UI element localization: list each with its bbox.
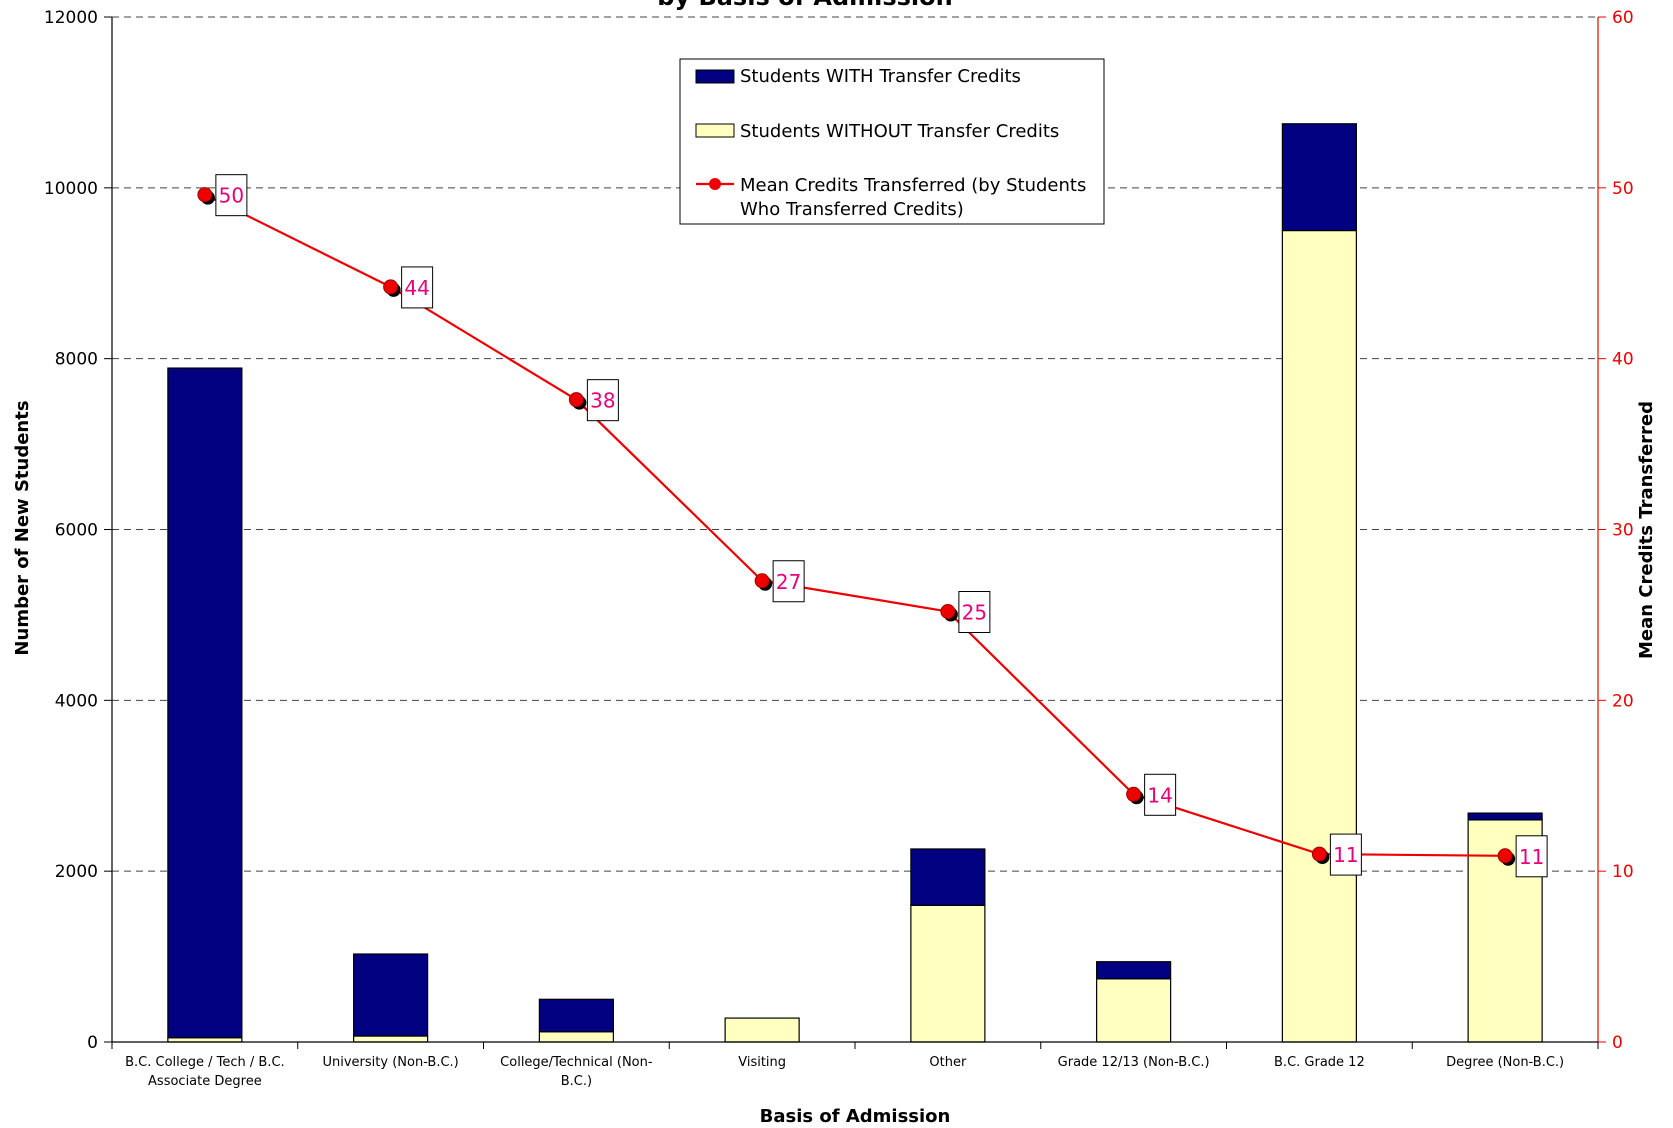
- y2-tick-label: 0: [1612, 1033, 1623, 1053]
- bar-without-credits: [910, 904, 986, 1043]
- y2-tick-label: 20: [1612, 691, 1634, 711]
- category-label: B.C. College / Tech / B.C. Associate Degr…: [125, 1055, 285, 1089]
- y2-tick-label: 10: [1612, 862, 1634, 882]
- chart-title: by Basis of Admission: [657, 0, 952, 11]
- data-labels: 50 44 38 27 25 14 11 11: [215, 174, 1548, 878]
- y-axis-title: Number of New Students: [12, 400, 33, 655]
- category-label: Degree (Non-B.C.): [1446, 1055, 1564, 1070]
- bars: [167, 123, 1543, 1043]
- legend: Students WITH Transfer Credits Students W…: [679, 58, 1105, 225]
- data-label: 38: [590, 389, 615, 413]
- mean-credits-point: [383, 279, 399, 295]
- bar-with-credits: [353, 953, 429, 1037]
- legend-label: Students WITHOUT Transfer Credits: [740, 121, 1059, 142]
- x-axis-title: Basis of Admission: [760, 1106, 951, 1127]
- category-label: Grade 12/13 (Non-B.C.): [1058, 1055, 1210, 1070]
- y-tick-label: 0: [87, 1033, 98, 1053]
- data-label-box: [401, 266, 434, 309]
- bar-with-credits: [910, 848, 986, 906]
- mean-credits-point: [754, 573, 770, 589]
- bar-with-credits: [1096, 961, 1172, 980]
- data-label: 11: [1519, 845, 1544, 869]
- mean-credits-point: [1126, 786, 1142, 802]
- data-label-box: [586, 379, 619, 422]
- bar-without-credits: [1281, 229, 1357, 1043]
- y-tick-label: 10000: [44, 179, 98, 199]
- data-label: 25: [962, 601, 987, 625]
- mean-credits-point: [1497, 848, 1513, 864]
- bar-with-credits: [1281, 123, 1357, 232]
- category-label: Visiting: [738, 1055, 786, 1070]
- data-label-box: [1515, 835, 1548, 878]
- mean-credits-point: [940, 604, 956, 619]
- bar-without-credits: [1096, 978, 1172, 1043]
- category-label: B.C. Grade 12: [1274, 1055, 1365, 1070]
- data-label-box: [215, 174, 248, 217]
- category-label: University (Non-B.C.): [322, 1055, 458, 1070]
- data-label: 44: [404, 276, 429, 300]
- mean-credits-point: [568, 392, 584, 408]
- legend-box: [679, 58, 1105, 225]
- legend-swatch-marker: [709, 178, 721, 190]
- data-label-box: [772, 560, 805, 603]
- bar-without-credits: [167, 1037, 243, 1043]
- category-labels: B.C. College / Tech / B.C. Associate Degr…: [125, 1055, 1564, 1089]
- data-label: 14: [1147, 783, 1172, 807]
- y-tick-label: 2000: [55, 862, 98, 882]
- y2-tick-label: 60: [1612, 8, 1634, 28]
- bar-with-credits: [538, 998, 614, 1033]
- y2-axis-title: Mean Credits Transferred: [1636, 401, 1657, 659]
- legend-swatch-with: [695, 69, 735, 84]
- category-label: College/Technical (Non-B.C.): [500, 1055, 653, 1089]
- y2-tick-label: 50: [1612, 179, 1634, 199]
- bar-with-credits: [167, 367, 243, 1039]
- mean-credits-point: [1311, 846, 1327, 862]
- data-label: 11: [1333, 843, 1358, 867]
- bar-without-credits: [353, 1035, 429, 1043]
- y-tick-label: 6000: [55, 521, 98, 541]
- bar-without-credits: [724, 1017, 800, 1043]
- data-label-box: [1144, 773, 1177, 816]
- category-label: Other: [929, 1055, 967, 1070]
- axes: 0 2000 4000 6000 8000 10000 12000 0 10 20 30 40 50 60: [44, 8, 1634, 1053]
- y2-tick-label: 30: [1612, 521, 1634, 541]
- bar-with-credits: [1467, 812, 1543, 821]
- y2-tick-label: 40: [1612, 350, 1634, 370]
- legend-label: Students WITH Transfer Credits: [740, 66, 1021, 87]
- y-tick-label: 4000: [55, 691, 98, 711]
- mean-credits-point: [197, 187, 213, 203]
- data-label: 50: [219, 184, 244, 208]
- legend-label: Mean Credits Transferred (by Students Who…: [740, 175, 1086, 220]
- data-label: 27: [776, 570, 801, 594]
- data-label-box: [958, 591, 991, 633]
- legend-swatch-without: [695, 123, 735, 138]
- data-label-box: [1329, 833, 1362, 876]
- bar-without-credits: [538, 1031, 614, 1043]
- y-tick-label: 8000: [55, 350, 98, 370]
- y-tick-label: 12000: [44, 8, 98, 28]
